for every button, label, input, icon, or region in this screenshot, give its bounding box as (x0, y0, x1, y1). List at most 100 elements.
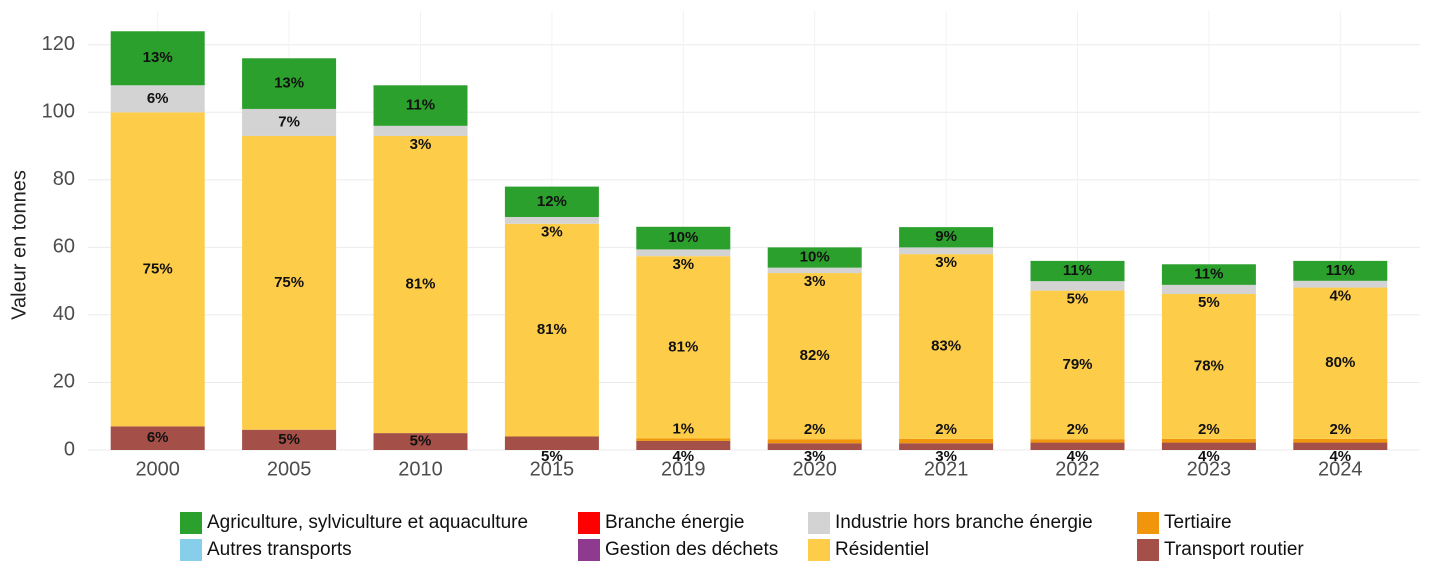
value-label: 5% (410, 433, 432, 450)
x-tick-label: 2000 (135, 458, 180, 480)
value-label: 3% (541, 224, 563, 241)
legend: Agriculture, sylviculture et aquaculture… (180, 512, 1304, 561)
x-tick-label: 2019 (661, 458, 706, 480)
bar-segment (1161, 438, 1256, 443)
y-tick-label: 120 (42, 33, 75, 55)
value-label: 3% (410, 136, 432, 153)
bar-segment (1293, 280, 1388, 288)
y-tick-label: 0 (64, 438, 75, 460)
y-tick-label: 60 (53, 236, 75, 258)
value-label: 2% (935, 421, 957, 438)
value-label: 4% (672, 448, 694, 465)
bar-segment (242, 429, 337, 450)
value-label: 4% (1329, 288, 1351, 305)
bar-segment (899, 443, 994, 450)
value-label: 5% (541, 448, 563, 465)
legend-label: Résidentiel (835, 539, 929, 560)
bars (110, 31, 1388, 450)
value-label: 10% (668, 229, 698, 246)
x-tick-label: 2005 (267, 458, 312, 480)
y-tick-label: 80 (53, 168, 75, 190)
value-label: 6% (147, 90, 169, 107)
value-label: 5% (1198, 294, 1220, 311)
legend-swatch (1137, 539, 1159, 561)
bar-segment (899, 227, 994, 248)
value-label: 12% (537, 193, 567, 210)
x-tick-label: 2010 (398, 458, 443, 480)
bar-segment (110, 112, 205, 427)
bar-segment (1030, 281, 1125, 291)
value-label: 5% (1067, 291, 1089, 308)
bar-segment (636, 256, 731, 439)
bar-segment (1030, 442, 1125, 450)
legend-label: Tertiaire (1164, 512, 1232, 533)
value-label: 3% (672, 256, 694, 273)
value-label: 83% (931, 337, 961, 354)
bar-segment (110, 31, 205, 86)
value-label: 4% (1198, 448, 1220, 465)
value-label: 11% (406, 97, 435, 114)
value-label: 3% (804, 273, 826, 290)
value-label: 1% (672, 420, 694, 437)
legend-label: Branche énergie (605, 512, 744, 533)
bar-segment (1293, 260, 1388, 281)
bar-segment (1293, 287, 1388, 439)
legend-label: Transport routier (1164, 539, 1304, 560)
legend-swatch (578, 539, 600, 561)
y-tick-label: 20 (53, 371, 75, 393)
bar-segment (373, 135, 468, 434)
legend-swatch (808, 539, 830, 561)
value-label: 2% (1198, 421, 1220, 438)
legend-swatch (180, 539, 202, 561)
bar-segment (504, 436, 599, 450)
value-label: 81% (668, 338, 698, 355)
bar-segment (242, 58, 337, 109)
value-label: 79% (1062, 356, 1092, 373)
value-label: 3% (935, 254, 957, 271)
bar-segment (1161, 293, 1256, 439)
legend-swatch (578, 512, 600, 534)
bar-segment (636, 438, 731, 441)
bar-segment (504, 223, 599, 437)
bar-segment (110, 426, 205, 450)
bar-segment (504, 186, 599, 217)
value-label: 9% (935, 228, 957, 245)
bar-segment (767, 267, 862, 274)
value-label: 7% (278, 113, 300, 130)
legend-swatch (180, 512, 202, 534)
bar-segment (767, 439, 862, 444)
bar-segment (899, 254, 994, 439)
bar-segment (242, 108, 337, 136)
legend-label: Agriculture, sylviculture et aquaculture (207, 512, 528, 533)
bar-segment (110, 85, 205, 113)
value-label: 80% (1325, 354, 1355, 371)
legend-label: Gestion des déchets (605, 539, 778, 560)
bar-segment (373, 433, 468, 450)
x-tick-label: 2022 (1055, 458, 1100, 480)
value-label: 6% (147, 429, 169, 446)
value-label: 11% (1326, 262, 1355, 279)
bar-segment (767, 247, 862, 268)
bar-segment (1293, 438, 1388, 443)
y-tick-label: 100 (42, 101, 75, 123)
bar-segment (1161, 442, 1256, 450)
value-label: 78% (1194, 357, 1224, 374)
bar-segment (373, 85, 468, 126)
bar-segment (899, 247, 994, 255)
value-label: 75% (143, 260, 173, 277)
value-label: 81% (405, 275, 435, 292)
legend-label: Industrie hors branche énergie (835, 512, 1093, 533)
bar-segment (636, 249, 731, 257)
bar-segment (1161, 284, 1256, 294)
bar-segment (636, 440, 731, 450)
value-label: 2% (1067, 421, 1089, 438)
value-label: 3% (804, 448, 826, 465)
x-tick-label: 2015 (530, 458, 575, 480)
y-tick-label: 40 (53, 303, 75, 325)
value-label: 10% (800, 248, 830, 265)
legend-swatch (808, 512, 830, 534)
x-tick-label: 2023 (1187, 458, 1232, 480)
legend-label: Autres transports (207, 539, 352, 560)
bar-segment (636, 226, 731, 250)
x-tick-label: 2021 (924, 458, 969, 480)
